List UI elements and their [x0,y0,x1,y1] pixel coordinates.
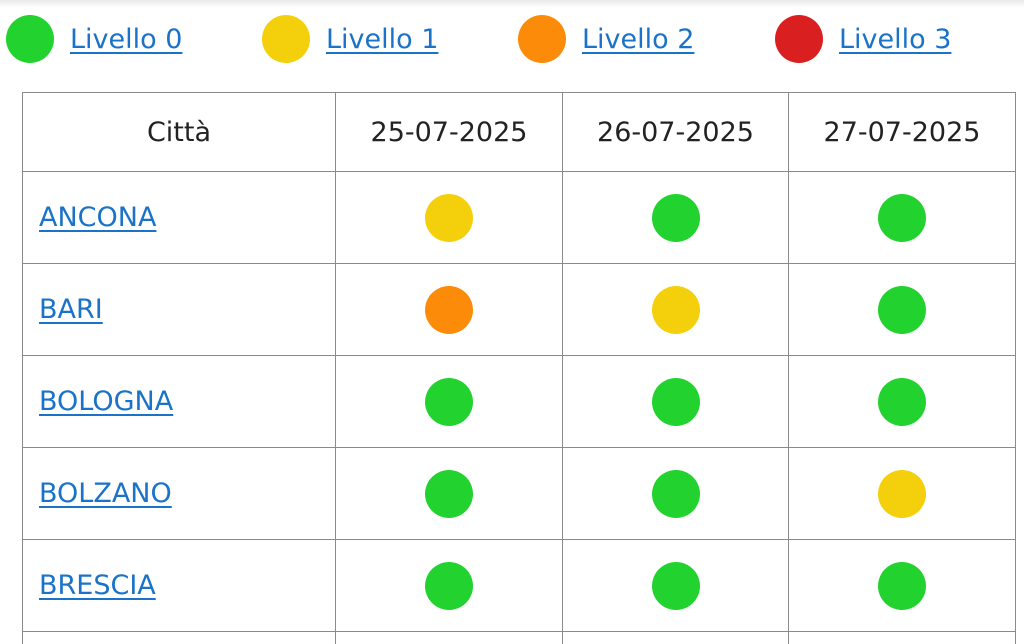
level-cell [789,356,1016,448]
legend-item-level-2[interactable]: Livello 2 [518,14,694,64]
header-date-3: 27-07-2025 [789,93,1016,172]
level-cell [336,356,563,448]
partial-cell [23,632,336,644]
legend-link-level-3[interactable]: Livello 3 [839,24,951,55]
level-cell [789,264,1016,356]
level-cell [563,264,789,356]
legend: Livello 0 Livello 1 Livello 2 Livello 3 [0,14,1024,64]
city-cell: BRESCIA [23,540,336,632]
header-date-1: 25-07-2025 [336,93,563,172]
level-dot-icon [425,470,473,518]
table-row: BOLZANO [23,448,1016,540]
level-cell [789,172,1016,264]
level-dot-icon [425,562,473,610]
level-cell [563,448,789,540]
table-row-partial [23,632,1016,644]
level-dot-icon [878,378,926,426]
partial-cell [336,632,563,644]
red-dot-icon [775,15,823,63]
level-dot-icon [878,562,926,610]
table-row: ANCONA [23,172,1016,264]
top-shadow [0,0,1024,8]
yellow-dot-icon [262,15,310,63]
city-cell: BOLOGNA [23,356,336,448]
partial-cell [789,632,1016,644]
level-dot-icon [652,470,700,518]
level-cell [336,264,563,356]
level-dot-icon [878,470,926,518]
heat-level-table: Città 25-07-2025 26-07-2025 27-07-2025 A… [22,92,1016,644]
city-link-bari[interactable]: BARI [39,294,103,325]
legend-link-level-0[interactable]: Livello 0 [70,24,182,55]
legend-item-level-1[interactable]: Livello 1 [262,14,438,64]
legend-link-level-2[interactable]: Livello 2 [582,24,694,55]
city-cell: BARI [23,264,336,356]
legend-item-level-0[interactable]: Livello 0 [6,14,182,64]
level-dot-icon [652,286,700,334]
table-row: BARI [23,264,1016,356]
legend-item-level-3[interactable]: Livello 3 [775,14,951,64]
level-dot-icon [425,378,473,426]
green-dot-icon [6,15,54,63]
header-city: Città [23,93,336,172]
level-dot-icon [652,194,700,242]
level-dot-icon [425,194,473,242]
city-link-bologna[interactable]: BOLOGNA [39,386,173,417]
level-cell [563,356,789,448]
header-date-2: 26-07-2025 [563,93,789,172]
city-link-ancona[interactable]: ANCONA [39,202,156,233]
orange-dot-icon [518,15,566,63]
city-cell: BOLZANO [23,448,336,540]
level-dot-icon [652,378,700,426]
level-cell [336,172,563,264]
level-cell [336,448,563,540]
level-cell [789,540,1016,632]
level-dot-icon [652,562,700,610]
level-cell [789,448,1016,540]
level-cell [563,540,789,632]
table-row: BRESCIA [23,540,1016,632]
level-dot-icon [878,194,926,242]
table-row: BOLOGNA [23,356,1016,448]
level-cell [336,540,563,632]
city-cell: ANCONA [23,172,336,264]
legend-link-level-1[interactable]: Livello 1 [326,24,438,55]
level-dot-icon [425,286,473,334]
partial-cell [563,632,789,644]
table-header-row: Città 25-07-2025 26-07-2025 27-07-2025 [23,93,1016,172]
level-dot-icon [878,286,926,334]
level-cell [563,172,789,264]
city-link-bolzano[interactable]: BOLZANO [39,478,172,509]
city-link-brescia[interactable]: BRESCIA [39,570,156,601]
